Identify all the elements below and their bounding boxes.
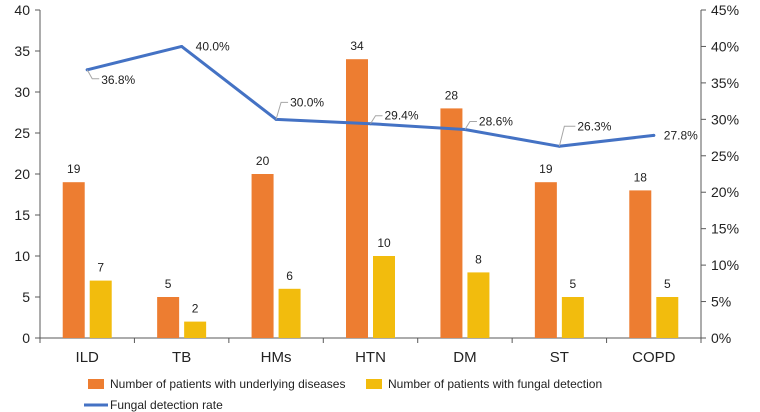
x-axis-category-label: ST: [550, 349, 569, 366]
rate-data-label: 30.0%: [290, 95, 324, 109]
left-axis-tick-label: 0: [22, 330, 30, 346]
left-axis-tick-label: 25: [14, 125, 30, 141]
bar-fungal: [467, 272, 490, 338]
x-axis-category-label: HTN: [355, 349, 386, 366]
right-axis-tick-label: 5%: [711, 294, 731, 310]
bar-underlying: [346, 59, 368, 338]
bar-fungal: [373, 256, 395, 338]
rate-data-label: 27.8%: [664, 128, 698, 142]
bar-data-label: 19: [539, 162, 553, 176]
right-axis-tick-label: 45%: [711, 2, 739, 18]
rate-label-leader: [275, 101, 289, 120]
bar-data-label: 5: [165, 277, 172, 291]
right-axis-tick-label: 10%: [711, 257, 739, 273]
right-axis-tick-label: 20%: [711, 184, 739, 200]
rate-point: [180, 44, 184, 48]
rate-point: [652, 133, 656, 137]
legend-label: Fungal detection rate: [110, 398, 223, 412]
bar-fungal: [89, 280, 112, 338]
x-axis-category-label: ILD: [76, 349, 100, 366]
bar-data-label: 10: [377, 236, 391, 250]
right-axis-tick-label: 25%: [711, 148, 739, 164]
bar-underlying: [440, 108, 463, 339]
right-axis-tick-label: 35%: [711, 75, 739, 91]
bar-data-label: 34: [350, 39, 364, 53]
right-axis-tick-label: 15%: [711, 221, 739, 237]
left-axis-tick-label: 15: [14, 207, 30, 223]
left-axis-tick-label: 5: [22, 289, 30, 305]
rate-data-label: 36.8%: [101, 73, 135, 87]
bar-fungal: [656, 297, 679, 338]
left-axis-tick-label: 40: [14, 2, 30, 18]
bar-underlying: [534, 182, 557, 338]
bar-data-label: 5: [664, 277, 671, 291]
bar-underlying: [157, 297, 180, 338]
rate-data-label: 40.0%: [196, 39, 230, 53]
x-axis-category-label: HMs: [261, 349, 292, 366]
left-axis-tick-label: 35: [14, 43, 30, 59]
rate-label-leader: [464, 121, 477, 130]
bar-underlying: [629, 190, 652, 338]
bar-data-label: 8: [475, 252, 482, 266]
bar-fungal: [184, 321, 207, 338]
rate-data-label: 29.4%: [385, 109, 419, 123]
bar-data-label: 28: [445, 88, 459, 102]
bar-data-label: 7: [97, 261, 104, 275]
legend-swatch-fungal: [366, 379, 382, 389]
bar-data-label: 5: [570, 277, 577, 291]
rate-label-leader: [370, 115, 383, 124]
right-axis-tick-label: 40%: [711, 38, 739, 54]
bar-underlying: [251, 174, 274, 338]
left-axis-tick-label: 30: [14, 84, 30, 100]
legend-swatch-underlying: [88, 379, 104, 389]
bar-fungal: [561, 297, 584, 338]
rate-line: [85, 44, 656, 148]
x-axis-category-label: COPD: [632, 349, 676, 366]
legend-label: Number of patients with underlying disea…: [110, 377, 345, 391]
x-axis-category-label: DM: [453, 349, 476, 366]
bar-underlying: [62, 182, 85, 338]
x-axis-category-label: TB: [172, 349, 191, 366]
rate-label-leader: [558, 125, 576, 147]
rate-data-label: 28.6%: [479, 115, 513, 129]
bar-data-label: 20: [256, 154, 270, 168]
bar-fungal: [278, 288, 301, 338]
rate-label-leader: [86, 69, 100, 80]
bar-data-label: 19: [67, 162, 81, 176]
rate-data-label: 26.3%: [577, 119, 611, 133]
legend-label: Number of patients with fungal detection: [388, 377, 602, 391]
bar-data-label: 18: [634, 170, 648, 184]
bar-data-label: 2: [192, 302, 199, 316]
left-axis-tick-label: 20: [14, 166, 30, 182]
right-axis-tick-label: 0%: [711, 330, 731, 346]
left-axis-tick-label: 10: [14, 248, 30, 264]
right-axis-tick-label: 30%: [711, 111, 739, 127]
bar-data-label: 6: [286, 269, 293, 283]
